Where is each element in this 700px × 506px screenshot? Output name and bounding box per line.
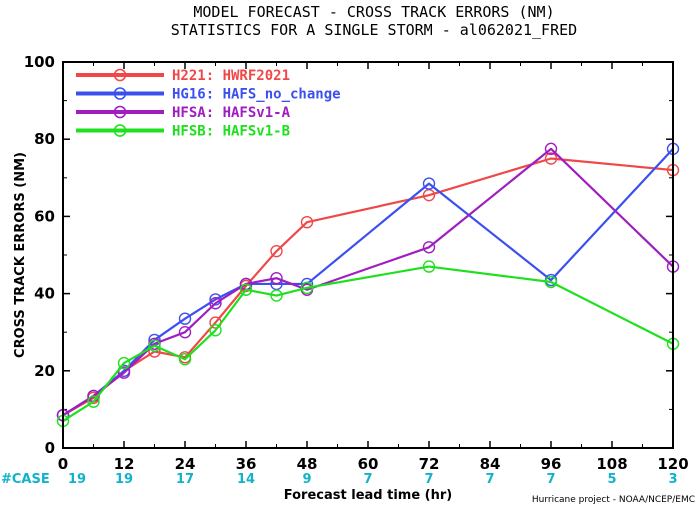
legend-label: H221: HWRF2021: [172, 68, 290, 84]
series-2: [56, 142, 680, 422]
series-0: [56, 152, 680, 422]
data-point: [270, 244, 283, 258]
data-point: [300, 215, 314, 229]
data-point: [422, 260, 436, 273]
y-tick-label: 80: [34, 130, 55, 148]
data-point: [544, 142, 558, 156]
case-count: 19: [115, 472, 133, 487]
x-axis-ticks: 0 12 24 36 48 60 72 84 96 108 120: [58, 62, 689, 473]
x-tick-label: 120: [657, 455, 688, 473]
x-tick-label: 12: [114, 455, 135, 473]
series-line: [62, 157, 674, 417]
case-count-row: 19 19 17 14 9 7 7 7 7 5 3: [68, 472, 678, 487]
data-point: [422, 177, 436, 190]
x-axis-label: Forecast lead time (hr): [284, 488, 452, 503]
series-layer: [56, 142, 680, 428]
data-point: [178, 312, 192, 325]
data-point: [209, 297, 222, 310]
y-tick-label: 0: [45, 439, 55, 457]
data-point: [209, 324, 222, 337]
data-point: [87, 395, 100, 408]
y-tick-label: 60: [34, 207, 55, 225]
x-tick-label: 60: [358, 455, 379, 473]
credit-text: Hurricane project - NOAA/NCEP/EMC: [532, 495, 695, 505]
data-point: [178, 353, 192, 366]
legend-label: HG16: HAFS_no_change: [172, 87, 341, 103]
case-count: 7: [546, 472, 555, 487]
data-point: [270, 289, 283, 302]
legend-swatch-marker: [113, 124, 127, 137]
case-count-label: #CASE: [1, 472, 50, 487]
legend-swatch-marker: [113, 105, 127, 119]
series-3: [56, 260, 680, 428]
case-count: 9: [302, 472, 311, 487]
case-count: 5: [607, 472, 616, 487]
data-point: [117, 356, 131, 370]
data-point: [148, 339, 161, 352]
x-tick-label: 72: [419, 455, 440, 473]
x-tick-label: 0: [58, 455, 68, 473]
x-tick-label: 96: [541, 455, 562, 473]
x-tick-label: 24: [175, 455, 196, 473]
case-count: 19: [68, 472, 86, 487]
x-tick-label: 84: [480, 455, 501, 473]
series-1: [56, 142, 680, 422]
data-point: [117, 366, 131, 379]
case-count: 3: [668, 472, 677, 487]
series-line: [62, 265, 674, 422]
data-point: [422, 241, 436, 254]
y-tick-label: 20: [34, 362, 55, 380]
legend-swatch-marker: [113, 87, 127, 100]
case-count: 7: [424, 472, 433, 487]
data-point: [300, 281, 314, 295]
series-line: [62, 147, 674, 417]
legend-label: HFSA: HAFSv1-A: [172, 105, 291, 121]
y-axis-label: CROSS TRACK ERRORS (NM): [13, 152, 28, 358]
x-tick-label: 36: [236, 455, 257, 473]
data-point: [544, 152, 558, 165]
chart-subtitle: STATISTICS FOR A SINGLE STORM - al062021…: [171, 21, 577, 39]
data-point: [239, 283, 253, 296]
case-count: 7: [363, 472, 372, 487]
chart-title: MODEL FORECAST - CROSS TRACK ERRORS (NM): [193, 3, 554, 21]
y-tick-label: 100: [24, 53, 55, 71]
case-count: 17: [176, 472, 194, 487]
case-count: 14: [237, 472, 255, 487]
plot-frame: [62, 61, 674, 449]
data-point: [544, 275, 558, 289]
legend-swatch-marker: [113, 68, 127, 82]
data-point: [178, 326, 192, 339]
x-tick-label: 48: [297, 455, 318, 473]
legend: H221: HWRF2021 HG16: HAFS_no_change HFSA: …: [76, 68, 341, 140]
data-point: [270, 271, 283, 285]
x-tick-label: 108: [596, 455, 627, 473]
legend-label: HFSB: HAFSv1-B: [172, 124, 290, 140]
case-count: 7: [485, 472, 494, 487]
series-line: [62, 148, 674, 417]
y-tick-label: 40: [34, 285, 55, 303]
